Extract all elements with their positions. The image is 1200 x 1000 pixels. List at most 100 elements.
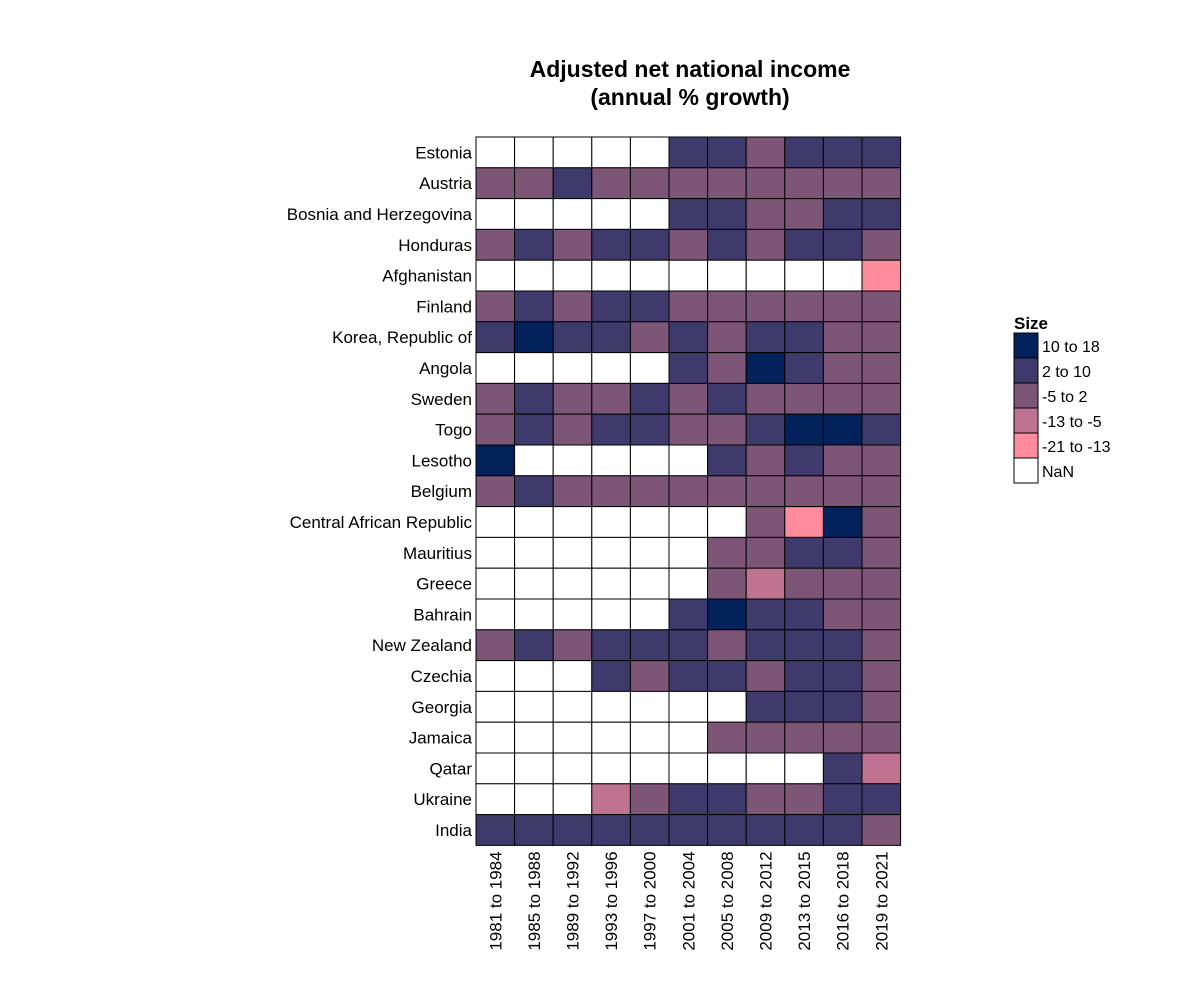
heatmap-cell: [745, 475, 786, 508]
row-label: New Zealand: [372, 636, 472, 655]
heatmap-cell: [591, 814, 631, 846]
heatmap-cell: [745, 228, 786, 261]
heatmap-cell: [552, 690, 593, 723]
column-label: 2013 to 2015: [795, 851, 814, 950]
heatmap-cell: [668, 721, 709, 754]
heatmap-cell: [514, 629, 554, 662]
legend-swatch: [1013, 357, 1039, 384]
heatmap-cell: [591, 444, 631, 477]
heatmap-cell: [784, 567, 824, 600]
heatmap-cell: [514, 660, 554, 692]
heatmap-cell: [629, 167, 670, 200]
heatmap-cell: [552, 167, 593, 200]
heatmap-cell: [707, 259, 747, 292]
heatmap-cell: [745, 290, 786, 323]
heatmap-cell: [629, 475, 670, 508]
heatmap-cell: [861, 506, 902, 538]
heatmap-cell: [784, 321, 824, 354]
legend-swatch: [1013, 457, 1039, 484]
heatmap-cell: [861, 752, 902, 785]
heatmap-cell: [784, 475, 824, 508]
heatmap-cell: [629, 629, 670, 662]
legend-label: -13 to -5: [1042, 414, 1102, 431]
heatmap-cell: [475, 382, 516, 415]
heatmap-cell: [668, 290, 709, 323]
heatmap-cell: [475, 228, 516, 261]
heatmap-cell: [591, 413, 631, 446]
heatmap-cell: [514, 382, 554, 415]
heatmap-cell: [822, 598, 863, 631]
legend-title: Size: [1014, 314, 1048, 333]
heatmap-cell: [475, 721, 516, 754]
heatmap-cell: [745, 598, 786, 631]
row-label: Ukraine: [413, 790, 472, 809]
heatmap-cell: [591, 536, 631, 569]
heatmap-cell: [707, 321, 747, 354]
heatmap-cell: [475, 352, 516, 384]
heatmap-cell: [745, 382, 786, 415]
heatmap-cell: [745, 660, 786, 692]
heatmap-cell: [514, 598, 554, 631]
heatmap-cell: [629, 228, 670, 261]
heatmap-cell: [475, 259, 516, 292]
legend-label: 10 to 18: [1042, 339, 1100, 356]
heatmap-cell: [629, 259, 670, 292]
heatmap-cell: [822, 228, 863, 261]
heatmap-cell: [514, 413, 554, 446]
heatmap-cell: [514, 352, 554, 384]
heatmap-cell: [591, 598, 631, 631]
heatmap-cell: [552, 475, 593, 508]
heatmap-cell: [668, 352, 709, 384]
row-label: Austria: [419, 174, 472, 193]
heatmap-cell: [745, 198, 786, 230]
heatmap-cell: [552, 382, 593, 415]
heatmap-cell: [784, 506, 824, 538]
heatmap-cell: [475, 198, 516, 230]
heatmap-cell: [784, 290, 824, 323]
heatmap-cell: [822, 475, 863, 508]
heatmap-cell: [822, 382, 863, 415]
heatmap-cell: [784, 382, 824, 415]
heatmap-cell: [707, 690, 747, 723]
heatmap-cell: [475, 567, 516, 600]
heatmap-cell: [784, 814, 824, 846]
legend-swatch: [1013, 432, 1039, 459]
legend-label: -5 to 2: [1042, 389, 1087, 406]
heatmap-cell: [822, 660, 863, 692]
row-label: Mauritius: [403, 544, 472, 563]
row-label: Czechia: [411, 667, 473, 686]
heatmap-cell: [707, 660, 747, 692]
legend-label: 2 to 10: [1042, 364, 1091, 381]
heatmap-cell: [591, 228, 631, 261]
heatmap-cell: [629, 198, 670, 230]
heatmap-cell: [514, 690, 554, 723]
heatmap-cell: [861, 783, 902, 816]
heatmap-cell: [707, 382, 747, 415]
heatmap-cell: [784, 198, 824, 230]
heatmap-cell: [668, 382, 709, 415]
heatmap-cell: [629, 721, 670, 754]
heatmap-cell: [784, 352, 824, 384]
heatmap-cell: [745, 444, 786, 477]
heatmap-cell: [552, 506, 593, 538]
heatmap-cell: [668, 136, 709, 169]
heatmap-cell: [668, 814, 709, 846]
heatmap-cell: [475, 536, 516, 569]
heatmap-cell: [784, 783, 824, 816]
heatmap-cell: [861, 536, 902, 569]
heatmap-cell: [784, 660, 824, 692]
heatmap-cell: [591, 660, 631, 692]
heatmap-cell: [514, 752, 554, 785]
heatmap-cell: [822, 814, 863, 846]
heatmap-cell: [822, 198, 863, 230]
heatmap-cell: [514, 198, 554, 230]
heatmap-cell: [514, 259, 554, 292]
heatmap-cell: [552, 721, 593, 754]
heatmap-cell: [707, 475, 747, 508]
heatmap-cell: [552, 321, 593, 354]
heatmap-cell: [861, 352, 902, 384]
heatmap-cell: [745, 536, 786, 569]
heatmap-cell: [668, 228, 709, 261]
heatmap-cell: [552, 290, 593, 323]
